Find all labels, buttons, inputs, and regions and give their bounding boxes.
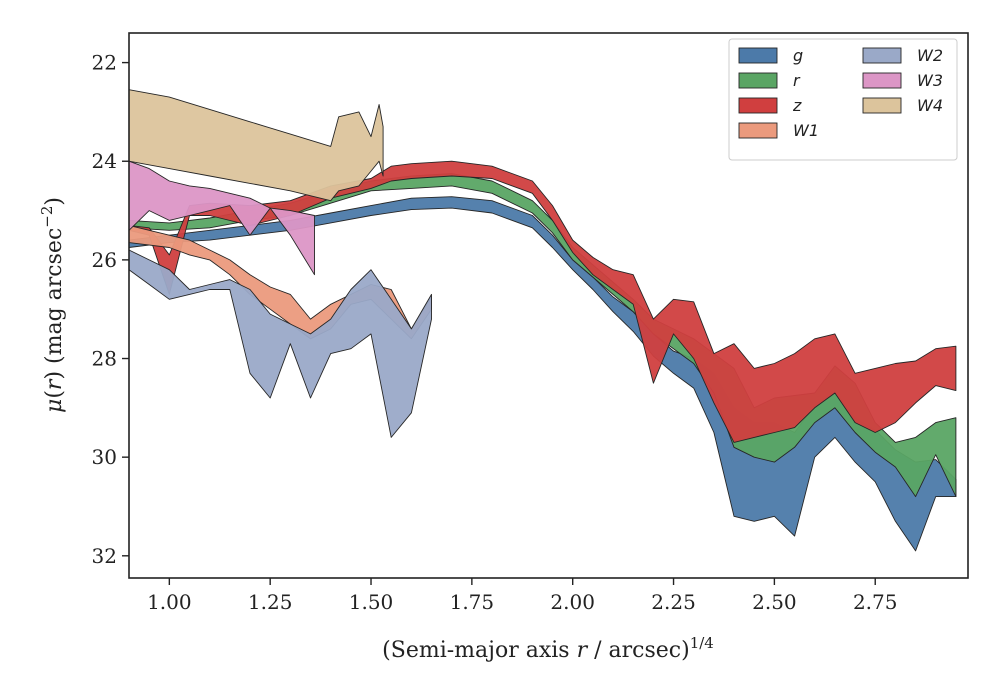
legend-swatch-z xyxy=(738,97,778,114)
legend-swatch-g xyxy=(738,47,778,64)
plot-areas xyxy=(128,89,957,552)
y-tick-label: 24 xyxy=(92,149,117,173)
x-axis-ticks: 1.00 1.25 1.50 1.75 2.00 2.25 2.50 2.75 xyxy=(147,578,897,614)
legend-swatch-w4 xyxy=(862,97,902,114)
x-tick-label: 2.50 xyxy=(752,590,797,614)
y-tick-label: 26 xyxy=(92,248,117,272)
y-axis-label: μ(r) (mag arcsec−2) xyxy=(38,197,67,413)
y-tick-label: 32 xyxy=(92,544,117,568)
x-tick-label: 1.75 xyxy=(450,590,495,614)
legend-label-w1: W1 xyxy=(793,121,819,140)
x-tick-label: 2.75 xyxy=(853,590,898,614)
legend-label-g: g xyxy=(793,46,803,65)
legend-label-w3: W3 xyxy=(917,71,943,90)
legend-box xyxy=(728,38,958,161)
x-tick-label: 1.50 xyxy=(349,590,394,614)
legend-swatch-w3 xyxy=(862,72,902,89)
x-tick-label: 1.00 xyxy=(147,590,192,614)
y-tick-label: 22 xyxy=(92,51,117,75)
legend-label-w4: W4 xyxy=(917,96,943,115)
x-tick-label: 1.25 xyxy=(248,590,293,614)
legend: grz W1 W2 W3 W4 xyxy=(728,38,958,161)
x-tick-label: 2.25 xyxy=(651,590,696,614)
x-tick-label: 2.00 xyxy=(550,590,595,614)
legend-label-z: z xyxy=(792,96,802,115)
plot-frame xyxy=(128,32,969,579)
x-axis-label: (Semi-major axis r / arcsec)1/4 xyxy=(382,634,714,663)
legend-label-w2: W2 xyxy=(917,46,943,65)
legend-swatch-w1 xyxy=(738,122,778,139)
y-tick-label: 28 xyxy=(92,347,117,371)
legend-swatch-r xyxy=(738,72,778,89)
band-w2 xyxy=(128,249,432,438)
y-axis-ticks: 22 24 26 28 30 32 xyxy=(92,51,129,568)
y-tick-label: 30 xyxy=(92,445,117,469)
band-w4 xyxy=(128,89,384,202)
legend-label-r: r xyxy=(793,71,801,90)
legend-swatch-w2 xyxy=(862,47,902,64)
band-z xyxy=(128,160,957,443)
band-w3 xyxy=(128,160,315,276)
